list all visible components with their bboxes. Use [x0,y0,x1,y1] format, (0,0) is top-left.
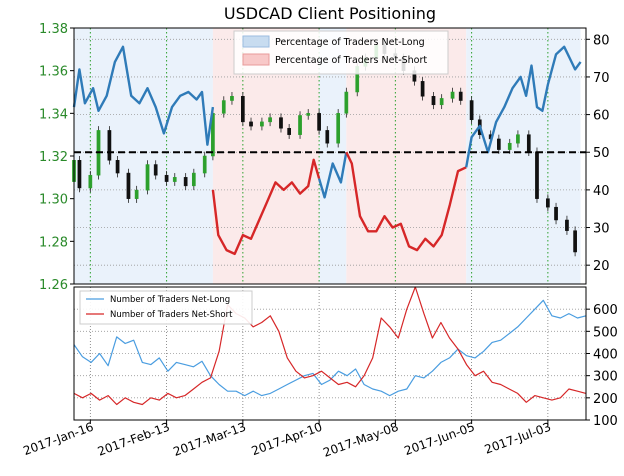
candle-body-25 [306,113,311,116]
candle-body-20 [260,121,264,127]
candle-body-22 [279,117,283,129]
price-tick-label-2: 1.30 [39,193,68,208]
candle-body-28 [336,113,341,144]
price-tick-label-4: 1.34 [39,107,68,122]
candle-body-9 [153,164,158,176]
candle-body-26 [317,113,321,131]
candle-body-18 [241,96,245,123]
legend-label-count-net-long: Number of Traders Net-Long [110,295,230,305]
date-tick-label-0: 2017-Jan-16 [21,420,95,458]
trader-count-lines [73,286,587,406]
candle-body-4 [107,130,112,161]
price-axis: 1.26 1.28 1.30 1.32 1.34 1.36 1.38 [39,22,74,293]
count-line-1 [73,286,587,406]
pct-tick-label-5: 70 [593,71,610,86]
candle-body-51 [554,206,558,221]
legend-swatch-net-short [242,53,270,66]
legend-label-net-long: Percentage of Traders Net-Long [275,37,425,48]
sentiment-legend: Percentage of Traders Net-Long Percentag… [233,30,449,75]
candle-body-41 [458,91,463,101]
candle-body-40 [450,91,455,99]
candle-body-6 [126,172,131,199]
price-tick-label-6: 1.38 [39,22,68,37]
candle-body-45 [497,138,501,150]
pct-tick-label-4: 60 [593,109,610,124]
count-legend: Number of Traders Net-Long Number of Tra… [79,290,253,325]
price-tick-label-0: 1.26 [39,278,68,293]
sentiment-line-1 [211,158,321,256]
date-tick-label-1: 2017-Feb-13 [96,420,172,459]
pct-tick-label-1: 30 [593,222,610,237]
candle-body-53 [573,230,577,253]
price-tick-label-5: 1.36 [39,65,68,80]
candle-body-49 [535,151,539,199]
sentiment-line-2 [317,151,348,199]
pct-tick-label-3: 50 [593,146,610,161]
candle-body-11 [172,177,177,182]
date-tick-label-2: 2017-Mar-13 [171,420,248,459]
price-tick-label-3: 1.32 [39,150,68,165]
sentiment-line-0 [72,45,215,146]
pct-tick-label-2: 40 [593,184,610,199]
candle-body-5 [115,160,120,174]
percentage-axis: 20 30 40 50 60 70 80 [586,33,610,274]
count-tick-label-0: 100 [593,414,618,429]
candle-body-17 [230,96,234,101]
candle-body-29 [344,91,349,114]
candle-body-52 [565,219,569,231]
date-tick-label-4: 2017-May-08 [321,420,400,460]
count-tick-label-5: 600 [593,303,618,318]
legend-label-count-net-short: Number of Traders Net-Short [110,310,233,320]
candle-body-14 [202,155,207,174]
price-tick-label-1: 1.28 [39,235,68,250]
candle-body-21 [268,117,272,123]
date-tick-label-3: 2017-Apr-10 [250,420,325,459]
count-tick-label-4: 500 [593,325,618,340]
count-axis: 100 200 300 400 500 600 [586,303,618,429]
candle-body-42 [469,100,474,120]
count-tick-label-1: 200 [593,392,618,407]
count-tick-label-2: 300 [593,370,618,385]
candle-body-23 [287,128,291,135]
legend-label-net-short: Percentage of Traders Net-Short [275,55,427,66]
candle-body-1 [77,160,82,189]
date-axis: 2017-Jan-16 2017-Feb-13 2017-Mar-13 2017-Ap… [21,420,553,460]
candle-body-10 [164,174,169,182]
pct-tick-label-6: 80 [593,33,610,48]
candle-body-27 [325,130,330,144]
candle-body-16 [221,100,226,114]
count-line-0 [73,299,587,397]
sentiment-line-3 [345,151,467,252]
candle-body-39 [439,98,444,106]
candle-body-50 [546,198,550,208]
date-tick-label-5: 2017-Jun-05 [402,420,476,458]
candle-body-13 [191,172,196,187]
candle-body-8 [145,164,150,191]
sentiment-line-4 [465,45,582,168]
candle-body-48 [526,134,531,152]
candle-body-7 [134,189,139,199]
count-tick-label-3: 400 [593,348,618,363]
candle-body-46 [507,142,512,150]
legend-swatch-net-long [242,35,270,48]
candle-body-12 [183,177,188,187]
candle-body-38 [431,96,436,106]
chart-title: USDCAD Client Positioning [224,4,436,23]
candle-body-2 [88,174,93,189]
sentiment-band-0 [74,28,213,284]
pct-tick-label-0: 20 [593,259,610,274]
sentiment-lines [72,45,582,256]
candle-body-47 [516,134,520,144]
date-tick-label-6: 2017-Jul-03 [483,420,553,457]
count-legend-box [79,290,253,325]
sentiment-band-4 [466,28,581,284]
candle-body-19 [249,121,253,127]
sentiment-legend-box [233,30,449,75]
candle-body-37 [420,81,425,97]
candle-body-24 [298,115,302,135]
